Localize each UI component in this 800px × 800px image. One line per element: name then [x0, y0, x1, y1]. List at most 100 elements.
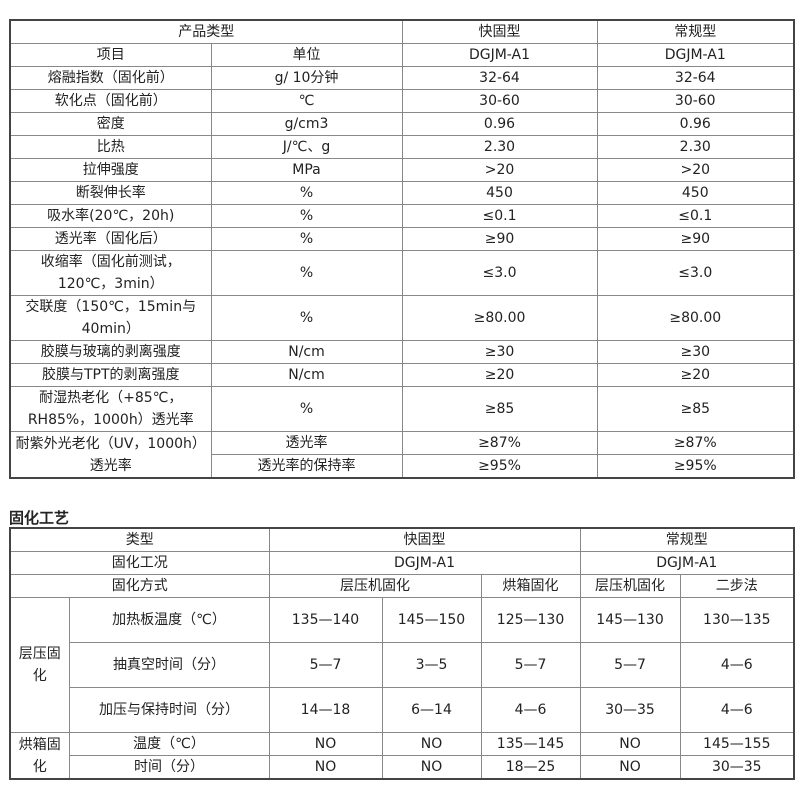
table-cell: ≥90	[401, 227, 598, 251]
table-cell: 透光率的保持率	[210, 454, 403, 479]
table-cell: 145—130	[579, 597, 681, 643]
table-cell: DGJM-A1	[579, 551, 795, 575]
table-cell: 2.30	[401, 135, 598, 159]
property-name: 胶膜与TPT的剥离强度	[9, 363, 212, 387]
table-row: 胶膜与TPT的剥离强度 N/cm ≥20 ≥20	[9, 363, 795, 387]
subheader-cell: 项目	[9, 43, 212, 67]
table-cell: NO	[579, 755, 681, 780]
table-row: 交联度（150℃，15min与40min）% ≥80.00 ≥80.00	[9, 295, 795, 341]
table-cell: 130—135	[679, 597, 795, 643]
curing-process-title: 固化工艺	[9, 509, 70, 527]
table-cell: 14—18	[268, 687, 383, 733]
table-cell: 30-60	[401, 89, 598, 113]
table-cell: ≥87%	[596, 431, 795, 455]
table-cell: ≤3.0	[401, 250, 598, 296]
property-name: 耐湿热老化（+85℃，RH85%，1000h）透光率	[9, 386, 212, 432]
table-row: 耐紫外光老化（UV，1000h）透光率 透光率 ≥87% ≥87%	[9, 431, 795, 479]
table-cell: ≤0.1	[596, 204, 795, 228]
table-row: 熔融指数（固化前） g/ 10分钟 32-64 32-64	[9, 66, 795, 90]
table-cell: ≥87%	[401, 431, 598, 455]
header-cell: 快固型	[401, 19, 598, 44]
table-cell: 32-64	[596, 66, 795, 90]
table-cell: ℃	[210, 89, 403, 113]
parameter-name: 加压与保持时间（分）	[68, 687, 270, 733]
table-cell: 层压机固化	[579, 574, 681, 598]
table-cell: N/cm	[210, 363, 403, 387]
table-row: 收缩率（固化前测试，120℃，3min）% ≤3.0 ≤3.0	[9, 250, 795, 296]
table-cell: 30-60	[596, 89, 795, 113]
table-cell: 135—140	[268, 597, 383, 643]
table-cell: ≥90	[596, 227, 795, 251]
table-cell: ≥80.00	[596, 295, 795, 341]
table-cell: ≤0.1	[401, 204, 598, 228]
property-name: 熔融指数（固化前）	[9, 66, 212, 90]
table-cell: J/℃、g	[210, 135, 403, 159]
table-cell: 3—5	[381, 642, 482, 688]
table-cell: 125—130	[480, 597, 581, 643]
table-cell: 450	[596, 181, 795, 205]
table-cell: NO	[579, 732, 681, 756]
table-row: 密度 g/cm3 0.96 0.96	[9, 112, 795, 136]
table-row: 透光率（固化后）% ≥90 ≥90	[9, 227, 795, 251]
table-cell: NO	[381, 755, 482, 780]
table-cell: 透光率	[210, 431, 403, 455]
table-cell: >20	[401, 158, 598, 182]
table-row: 加压与保持时间（分） 14—18 6—14 4—6 30—35 4—6	[10, 687, 795, 733]
table-cell: 烘箱固化	[480, 574, 581, 598]
table-cell: ≥95%	[596, 454, 795, 479]
property-name: 吸水率(20℃，20h)	[9, 204, 212, 228]
table-row: 烘箱固化 温度（℃） NO NO 135—145 NO 145—155	[9, 732, 795, 780]
table-cell: 2.30	[596, 135, 795, 159]
property-name: 断裂伸长率	[9, 181, 212, 205]
table-row: 拉伸强度 MPa >20 >20	[9, 158, 795, 182]
header-cell: 常规型	[596, 19, 795, 44]
parameter-name: 时间（分）	[68, 755, 270, 780]
header-cell: 固化方式	[9, 574, 270, 598]
table-row: 断裂伸长率% 450 450	[9, 181, 795, 205]
table-cell: 4—6	[679, 642, 795, 688]
header-row: 产品类型 快固型 常规型	[9, 19, 795, 44]
table-cell: g/cm3	[210, 112, 403, 136]
group-label: 烘箱固化	[9, 732, 70, 780]
table-row: 层压固化 加热板温度（℃） 135—140 145—150 125—130 145—130…	[9, 597, 795, 733]
subheader-cell: DGJM-A1	[401, 43, 598, 67]
table-cell: MPa	[210, 158, 403, 182]
property-name: 收缩率（固化前测试，120℃，3min）	[9, 250, 212, 296]
table-cell: 30—35	[579, 687, 681, 733]
table-cell: 0.96	[401, 112, 598, 136]
properties-table: 产品类型 快固型 常规型 项目 单位 DGJM-A1 DGJM-A1 熔融指数（固化前） g/ …	[9, 19, 795, 479]
table-row: 吸水率(20℃，20h)% ≤0.1 ≤0.1	[9, 204, 795, 228]
table-cell: 4—6	[480, 687, 581, 733]
table-cell: 二步法	[679, 574, 795, 598]
property-name: 胶膜与玻璃的剥离强度	[9, 340, 212, 364]
method-row: 固化方式 层压机固化 烘箱固化 层压机固化 二步法	[9, 574, 795, 598]
table-cell: 5—7	[579, 642, 681, 688]
table-row: 抽真空时间（分） 5—7 3—5 5—7 5—7 4—6	[10, 642, 795, 688]
table-cell: %	[210, 204, 403, 228]
property-name: 比热	[9, 135, 212, 159]
table-cell: ≥95%	[401, 454, 598, 479]
table-cell: ≥30	[596, 340, 795, 364]
table-cell: g/ 10分钟	[210, 66, 403, 90]
header-row: 类型 快固型 常规型	[9, 527, 795, 552]
condition-row: 固化工况 DGJM-A1 DGJM-A1	[9, 551, 795, 575]
table-cell: ≥80.00	[401, 295, 598, 341]
table-cell: 0.96	[596, 112, 795, 136]
table-cell: 135—145	[480, 732, 581, 756]
table-cell: >20	[596, 158, 795, 182]
table-cell: NO	[268, 755, 383, 780]
group-label: 层压固化	[9, 597, 70, 733]
table-cell: 145—150	[381, 597, 482, 643]
table-row: 胶膜与玻璃的剥离强度 N/cm ≥30 ≥30	[9, 340, 795, 364]
header-cell: 固化工况	[9, 551, 270, 575]
table-cell: ≥85	[596, 386, 795, 432]
table-cell: ≥85	[401, 386, 598, 432]
property-name: 透光率（固化后）	[9, 227, 212, 251]
table-cell: 4—6	[679, 687, 795, 733]
table-cell: 145—155	[679, 732, 795, 756]
table-cell: N/cm	[210, 340, 403, 364]
table-cell: 5—7	[268, 642, 383, 688]
table-cell: 30—35	[679, 755, 795, 780]
table-cell: 6—14	[381, 687, 482, 733]
subheader-row: 项目 单位 DGJM-A1 DGJM-A1	[9, 43, 795, 67]
